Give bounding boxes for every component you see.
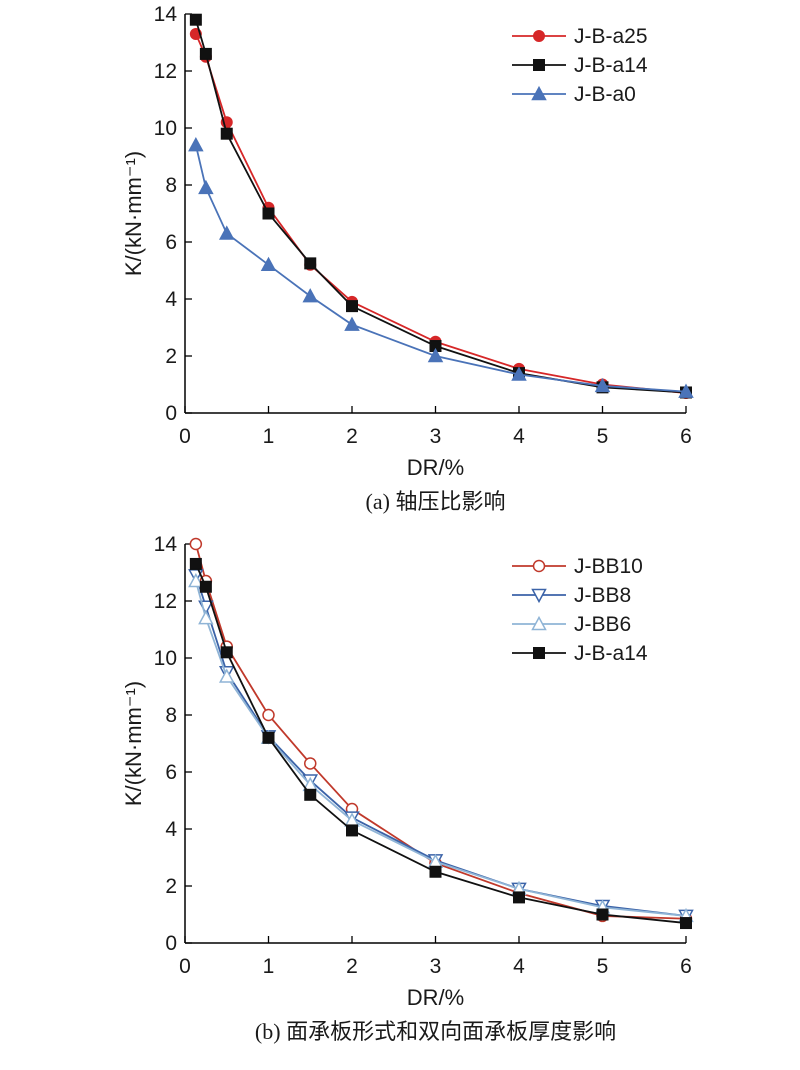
chart-b-x-tick-label: 5 xyxy=(597,955,609,978)
chart-a-series-3-point xyxy=(427,347,444,363)
chart-a-x-tick-label: 4 xyxy=(513,425,525,448)
chart-b-x-tick-label: 2 xyxy=(346,955,358,978)
chart-a-series-3-point xyxy=(198,179,214,195)
chart-b-y-tick-label: 12 xyxy=(154,590,177,613)
chart-a-y-tick-label: 8 xyxy=(165,174,177,197)
chart-a-legend-marker xyxy=(533,59,545,71)
chart-a-series-2-point xyxy=(189,13,202,26)
chart-b-series-4-line xyxy=(195,563,687,924)
chart-b-x-tick-label: 4 xyxy=(513,955,525,978)
chart-b-legend: J-BB10 J-BB8 J-BB6 J-B-a14 xyxy=(512,555,648,665)
chart-a-series-2-point xyxy=(199,47,212,60)
chart-b-series-4-point xyxy=(262,731,275,744)
chart-a-x-tick-label: 6 xyxy=(680,425,692,448)
chart-b-legend-marker xyxy=(531,588,547,604)
chart-a-y-tick-label: 2 xyxy=(165,345,177,368)
chart-a-x-axis-title: DR/% xyxy=(407,455,464,480)
chart-b-y-axis-title: K/(kN·mm⁻¹) xyxy=(121,681,146,806)
chart-b-series-4-point xyxy=(346,824,358,837)
chart-a-series-3-point xyxy=(678,383,694,398)
chart-a-series-3-point xyxy=(594,377,611,393)
chart-b-legend-label: J-BB6 xyxy=(574,613,631,636)
chart-b-series-3-point xyxy=(188,572,204,588)
chart-a-series-3-point xyxy=(260,256,277,272)
chart-b-caption: (b) 面承板形式和双向面承板厚度影响 xyxy=(255,1019,616,1044)
chart-b-y-tick-label: 0 xyxy=(165,932,177,955)
chart-b-series-4-point xyxy=(429,865,442,878)
chart-b-series-4-point xyxy=(189,557,202,570)
chart-b-x-axis-title: DR/% xyxy=(407,985,464,1010)
chart-b-series-4-point xyxy=(304,788,317,801)
chart-a-legend-label: J-B-a14 xyxy=(574,54,648,77)
chart-b-y-tick-label: 10 xyxy=(154,647,177,670)
chart-a-y-tick-label: 10 xyxy=(154,117,177,140)
chart-a-legend-marker xyxy=(533,30,545,42)
chart-a-series-2-point xyxy=(304,257,317,270)
chart-a-series-2-point xyxy=(220,127,233,140)
chart-b-series-4-point xyxy=(220,646,233,659)
chart-b-series-1-point xyxy=(304,757,317,770)
chart-a-legend: J-B-a25 J-B-a14 J-B-a0 xyxy=(512,25,648,106)
chart-a-series-2-point xyxy=(262,207,275,220)
chart-b-legend-label: J-BB10 xyxy=(574,555,643,578)
chart-a-series-3-point xyxy=(218,225,235,240)
chart-b-series-4-point xyxy=(596,908,609,921)
chart-b-x-tick-label: 6 xyxy=(680,955,692,978)
chart-b-y-tick-label: 8 xyxy=(165,704,177,727)
chart-a-series-1-line xyxy=(195,33,687,394)
chart-b-series-4-point xyxy=(680,917,692,930)
chart-b-x-tick-label: 1 xyxy=(263,955,275,978)
chart-b-series-1-point xyxy=(262,708,275,722)
chart-b-legend-marker xyxy=(533,647,545,659)
chart-a-x-tick-label: 1 xyxy=(263,425,275,448)
chart-a-series-2-point xyxy=(346,300,358,313)
chart-a-x-tick-label: 5 xyxy=(597,425,609,448)
chart-a-series-3 xyxy=(188,137,694,398)
chart-b-y-tick-label: 14 xyxy=(154,533,178,556)
chart-a-series-3-point xyxy=(511,366,527,381)
chart-a-x-tick-label: 3 xyxy=(430,425,442,448)
chart-a-x-tick-label: 0 xyxy=(179,425,191,448)
chart-a-y-tick-label: 0 xyxy=(165,402,177,425)
chart-a-series-3-point xyxy=(188,137,204,152)
chart-b-x-tick-label: 3 xyxy=(430,955,442,978)
chart-b-legend-label: J-B-a14 xyxy=(574,642,648,665)
chart-b-series-4-point xyxy=(513,891,525,904)
chart-b-legend-marker xyxy=(532,559,546,573)
chart-a-legend-label: J-B-a0 xyxy=(574,83,636,106)
chart-a-y-axis-title: K/(kN·mm⁻¹) xyxy=(121,151,146,276)
chart-a-series-3-line xyxy=(194,144,687,393)
chart-b-series-3-point xyxy=(218,668,235,683)
chart-b-legend-label: J-BB8 xyxy=(574,584,631,607)
chart-b-series-3-point xyxy=(198,610,214,625)
chart-b-x-tick-label: 0 xyxy=(179,955,191,978)
chart-a-y-tick-label: 12 xyxy=(154,60,177,83)
chart-a-y-tick-label: 14 xyxy=(154,3,178,26)
chart-b-series-1-line xyxy=(194,543,687,920)
chart-a-series-3-point xyxy=(302,288,319,303)
chart-b-series-3-line xyxy=(194,580,687,917)
chart-b-series-1-point xyxy=(189,537,203,551)
chart-b-y-tick-label: 6 xyxy=(165,761,177,784)
chart-b-series-4 xyxy=(189,557,692,930)
chart-b-legend-marker xyxy=(531,615,547,631)
chart-a-legend-marker xyxy=(531,85,547,101)
chart-a-y-tick-label: 6 xyxy=(165,231,177,254)
chart-b-y-tick-label: 4 xyxy=(165,818,177,841)
chart-b-y-tick-label: 2 xyxy=(165,875,177,898)
chart-a-legend-label: J-B-a25 xyxy=(574,25,648,48)
chart-a-caption: (a) 轴压比影响 xyxy=(366,489,506,514)
chart-a-series-3-point xyxy=(344,316,360,331)
chart-a-x-tick-label: 2 xyxy=(346,425,358,448)
chart-a-y-tick-label: 4 xyxy=(165,288,177,311)
chart-b-series-4-point xyxy=(199,580,212,593)
